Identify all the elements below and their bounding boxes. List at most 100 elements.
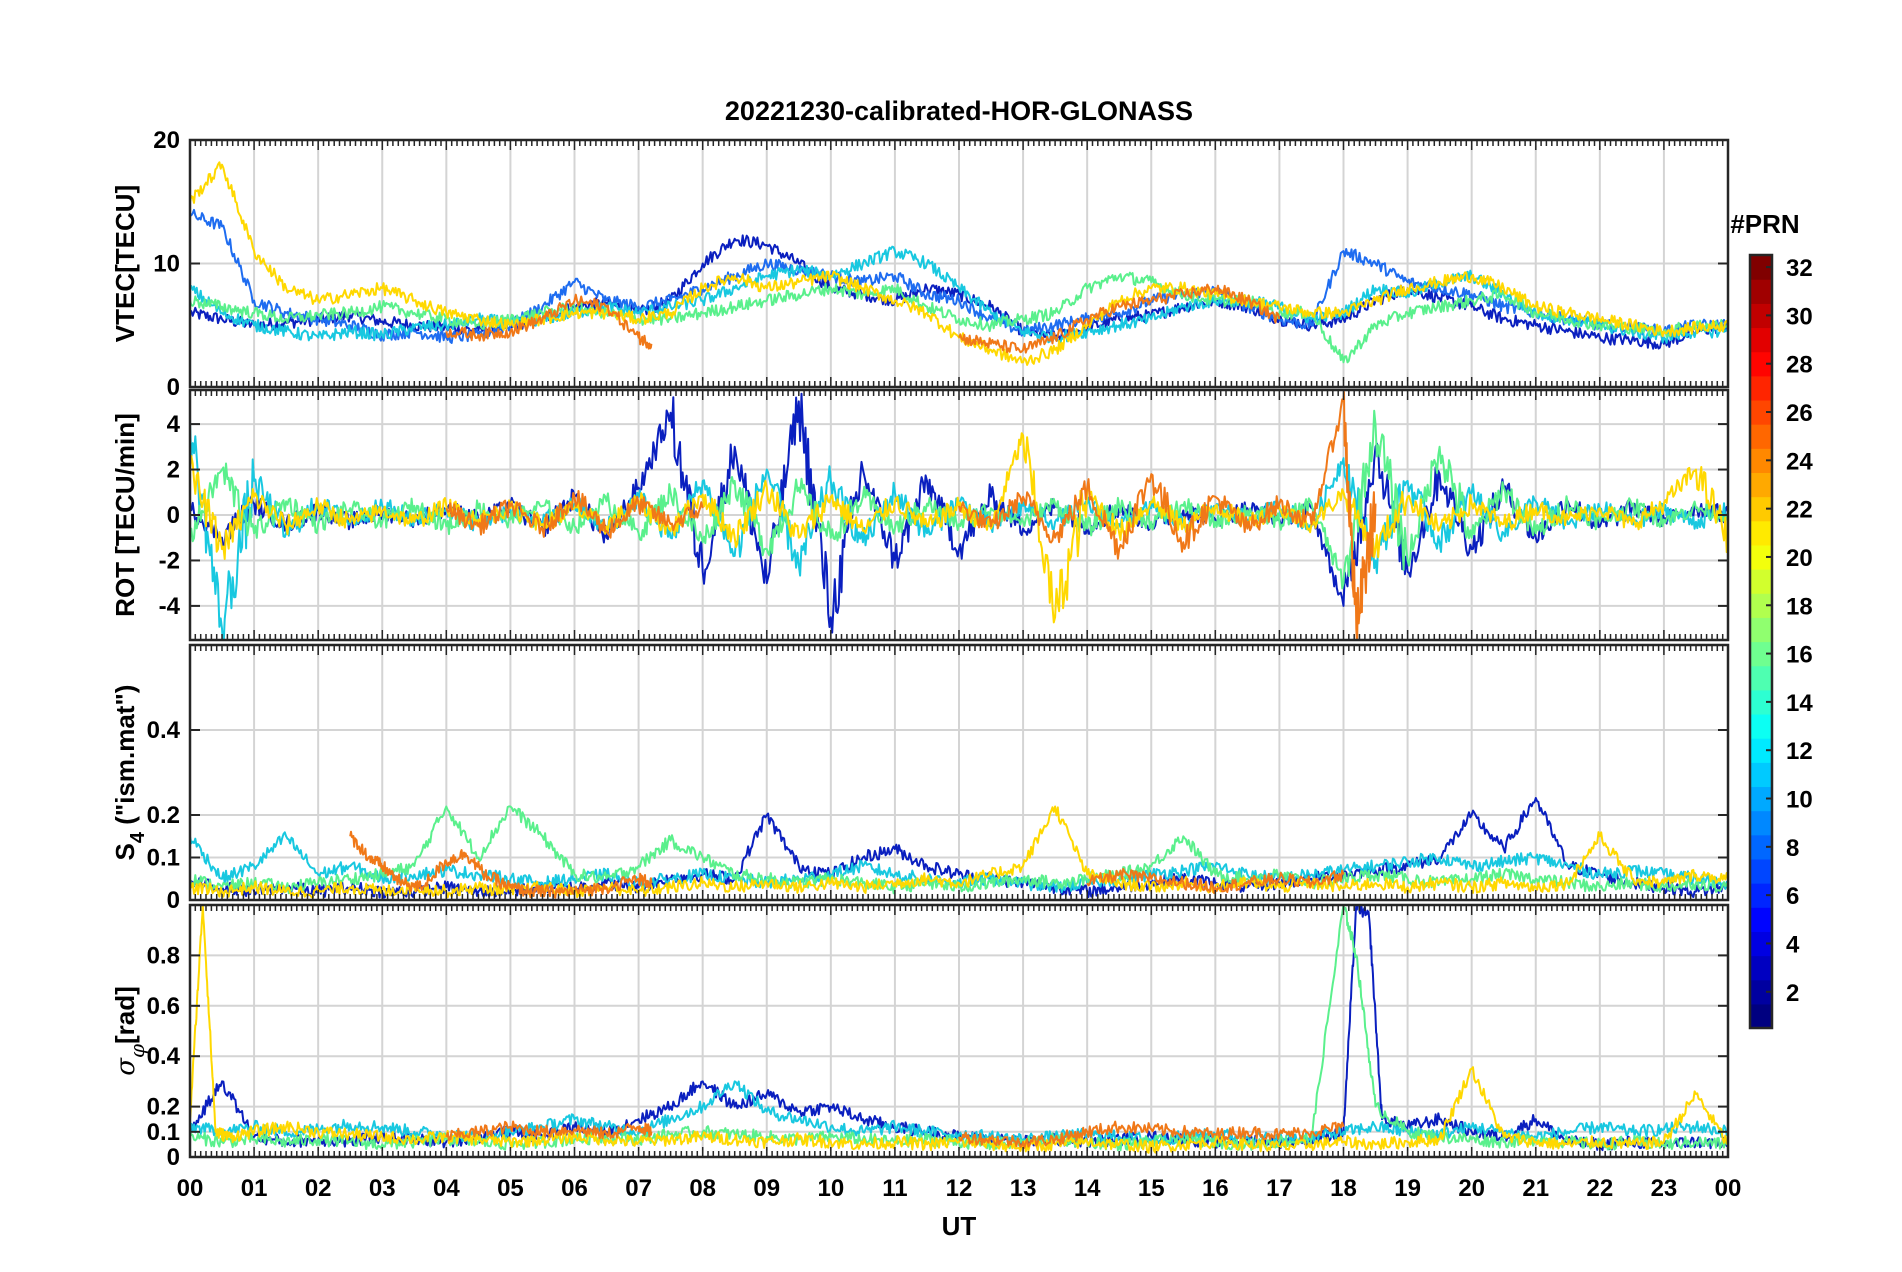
y-tick-label: 20 xyxy=(153,127,180,154)
colorbar-tick-label: 2 xyxy=(1786,980,1799,1007)
x-tick-label: 17 xyxy=(1266,1175,1293,1202)
colorbar-bin xyxy=(1750,375,1772,401)
x-axis-title: UT xyxy=(942,1211,977,1241)
x-tick-label: 21 xyxy=(1522,1175,1549,1202)
colorbar-bin xyxy=(1750,907,1772,932)
x-tick-label: 11 xyxy=(882,1175,907,1202)
colorbar-bin xyxy=(1750,472,1772,498)
panel-s4: 0 0.1 0.2 0.4S4 ("ism.mat") xyxy=(110,643,1730,914)
colorbar-bin xyxy=(1750,665,1772,691)
colorbar-bin xyxy=(1750,327,1772,353)
y-axis-title-vtec: VTEC[TECU] xyxy=(110,185,140,342)
y-tick-label: 0.8 xyxy=(147,942,180,969)
y-tick-label: 2 xyxy=(167,457,180,484)
colorbar-bin xyxy=(1750,424,1772,449)
y-axis-title-rot: ROT [TECU/min] xyxy=(110,413,140,617)
x-tick-label: 00 xyxy=(1715,1175,1742,1202)
x-tick-label: 05 xyxy=(497,1175,524,1202)
x-tick-label: 07 xyxy=(625,1175,652,1202)
colorbar-bin xyxy=(1750,931,1772,957)
colorbar-bin xyxy=(1750,641,1772,667)
colorbar-bin xyxy=(1750,689,1772,715)
colorbar-bin xyxy=(1750,955,1772,981)
colorbar-bin xyxy=(1750,883,1772,908)
series-line-prn-7 xyxy=(190,208,1728,344)
colorbar-tick-label: 8 xyxy=(1786,835,1799,862)
colorbar-tick-label: 32 xyxy=(1786,255,1813,282)
colorbar-bin xyxy=(1750,448,1772,474)
y-tick-label: 10 xyxy=(153,251,180,278)
series-line-prn-24 xyxy=(349,830,1345,899)
colorbar-tick-label: 24 xyxy=(1786,448,1813,475)
colorbar-tick-label: 30 xyxy=(1786,303,1813,330)
x-tick-label: 06 xyxy=(561,1175,588,1202)
colorbar-tick-label: 6 xyxy=(1786,883,1799,910)
colorbar-tick-label: 10 xyxy=(1786,787,1813,814)
colorbar-bin xyxy=(1750,593,1772,618)
colorbar-bin xyxy=(1750,858,1772,884)
x-ticks xyxy=(189,390,1729,640)
colorbar-tick-label: 26 xyxy=(1786,400,1813,427)
x-tick-label: 19 xyxy=(1394,1175,1421,1202)
x-tick-label: 10 xyxy=(817,1175,844,1202)
y-tick-label: -2 xyxy=(159,547,180,574)
colorbar-frame xyxy=(1748,253,1774,1030)
colorbar-bin xyxy=(1750,617,1772,643)
colorbar-bin xyxy=(1750,255,1772,280)
x-tick-label: 04 xyxy=(433,1175,460,1202)
colorbar-tick-label: 16 xyxy=(1786,642,1813,669)
x-tick-label: 00 xyxy=(177,1175,204,1202)
y-tick-label: 0 xyxy=(167,502,180,529)
x-tick-label: 13 xyxy=(1010,1175,1037,1202)
colorbar-bin xyxy=(1750,979,1772,1005)
x-ticks xyxy=(189,645,1729,900)
y-tick-label: 0 xyxy=(167,374,180,401)
x-tick-label: 02 xyxy=(305,1175,332,1202)
y-tick-label: 0.2 xyxy=(147,802,180,829)
x-tick-label: 01 xyxy=(241,1175,268,1202)
colorbar-bin xyxy=(1750,713,1772,739)
series-line-prn-16 xyxy=(190,409,1728,590)
colorbar-bin xyxy=(1750,279,1772,304)
colorbar-tick-label: 22 xyxy=(1786,497,1813,524)
series-line-prn-16 xyxy=(190,805,1728,895)
colorbar-bin xyxy=(1750,520,1772,546)
colorbar-bin xyxy=(1750,1003,1772,1029)
y-tick-label: 0.2 xyxy=(147,1094,180,1121)
colorbar-tick-label: 14 xyxy=(1786,690,1813,717)
colorbar-tick-label: 18 xyxy=(1786,593,1813,620)
x-tick-label: 16 xyxy=(1202,1175,1229,1202)
colorbar-bin xyxy=(1750,834,1772,860)
colorbar-tick-label: 12 xyxy=(1786,738,1813,765)
chart-title: 20221230-calibrated-HOR-GLONASS xyxy=(725,96,1193,126)
x-tick-label: 23 xyxy=(1651,1175,1678,1202)
series-line-prn-20 xyxy=(190,905,1728,1154)
panel-vtec: 0 10 20 VTEC[TECU] xyxy=(110,127,1730,401)
colorbar-bin xyxy=(1750,303,1772,329)
x-tick-label: 08 xyxy=(689,1175,716,1202)
y-axis-title-sigma: σφ[rad] xyxy=(110,986,149,1076)
y-axis-title-s4: S4 ("ism.mat") xyxy=(110,685,149,861)
y-tick-label: 0.4 xyxy=(147,1043,181,1070)
y-tick-label: 0 xyxy=(167,1144,180,1171)
colorbar-bin xyxy=(1750,569,1772,594)
x-tick-label: 12 xyxy=(946,1175,973,1202)
x-ticks xyxy=(189,905,1729,1157)
y-tick-label: 4 xyxy=(167,411,181,438)
colorbar-bin xyxy=(1750,351,1772,377)
colorbar-bin xyxy=(1750,786,1772,812)
colorbar-title: #PRN xyxy=(1730,209,1799,239)
colorbar-bin xyxy=(1750,810,1772,836)
x-tick-label: 03 xyxy=(369,1175,396,1202)
x-tick-label: 15 xyxy=(1138,1175,1165,1202)
y-tick-label: 0.1 xyxy=(147,845,180,872)
y-tick-label: 0.1 xyxy=(147,1119,180,1146)
colorbar-bin xyxy=(1750,544,1772,570)
x-tick-label: 09 xyxy=(753,1175,780,1202)
series-line-prn-24 xyxy=(445,1120,1345,1149)
y-tick-label: 0 xyxy=(167,887,180,914)
series-line-prn-24 xyxy=(445,391,1377,640)
